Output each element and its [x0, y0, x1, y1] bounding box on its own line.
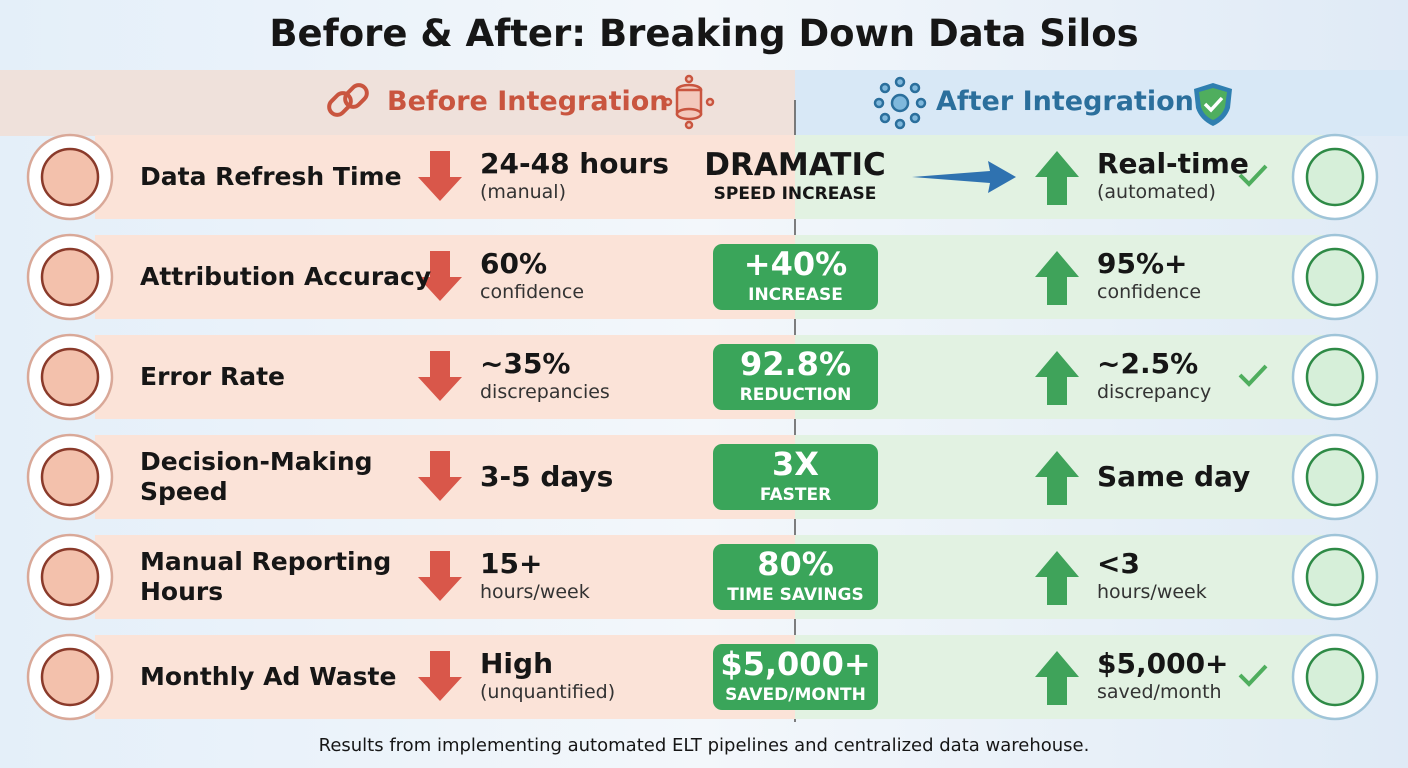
before-value: ~35%	[480, 347, 571, 380]
change-box	[713, 344, 878, 410]
before-value: High	[480, 647, 554, 680]
check-mark	[1238, 164, 1268, 187]
after-value: Same day	[1097, 460, 1251, 493]
down-arrow	[418, 251, 462, 301]
change-box	[713, 244, 878, 310]
before-note: hours/week	[480, 581, 590, 603]
down-arrow	[418, 651, 462, 701]
after-icon-inner	[1305, 347, 1365, 407]
before-header-band	[0, 70, 795, 136]
before-value: 60%	[480, 247, 548, 280]
before-value: 24-48 hours	[480, 147, 669, 180]
before-value: 3-5 days	[480, 460, 614, 493]
before-icon-inner	[40, 547, 100, 607]
before-icon-inner	[40, 447, 100, 507]
up-arrow	[1035, 651, 1079, 705]
down-arrow	[418, 451, 462, 501]
after-value: 95%+	[1097, 247, 1188, 280]
metric-name: Monthly Ad Waste	[140, 662, 397, 691]
after-note: confidence	[1097, 281, 1202, 303]
before-icon-inner	[40, 647, 100, 707]
speed-arrow	[912, 161, 1016, 193]
change-value: $5,000+	[720, 645, 871, 683]
before-value: 15+	[480, 547, 543, 580]
before-note: (unquantified)	[480, 681, 616, 703]
metric-name: Decision-Making	[140, 447, 373, 476]
change-note: TIME SAVINGS	[727, 585, 864, 605]
before-icon-inner	[40, 347, 100, 407]
change-value: 80%	[757, 545, 834, 583]
metric-name: Data Refresh Time	[140, 162, 402, 191]
before-icon-inner	[40, 247, 100, 307]
change-value: +40%	[743, 245, 848, 283]
network-icon	[873, 76, 927, 130]
after-icon-inner	[1305, 147, 1365, 207]
metric-name: Hours	[140, 577, 224, 606]
after-note: hours/week	[1097, 581, 1207, 603]
check-mark	[1238, 364, 1268, 387]
after-icon-inner	[1305, 647, 1365, 707]
database-icon	[663, 74, 715, 130]
change-box	[713, 644, 878, 710]
change-value: 3X	[772, 445, 819, 483]
down-arrow	[418, 151, 462, 201]
after-note: discrepancy	[1097, 381, 1212, 403]
change-box	[713, 544, 878, 610]
before-icon-inner	[40, 147, 100, 207]
change-note: SPEED INCREASE	[713, 184, 877, 204]
after-note: (automated)	[1097, 181, 1216, 203]
metric-name: Manual Reporting	[140, 547, 392, 576]
before-note: confidence	[480, 281, 585, 303]
change-note: REDUCTION	[739, 385, 852, 405]
up-arrow	[1035, 251, 1079, 305]
up-arrow	[1035, 351, 1079, 405]
change-value: 92.8%	[739, 345, 851, 383]
up-arrow	[1035, 551, 1079, 605]
before-note: (manual)	[480, 181, 566, 203]
check-mark	[1238, 664, 1268, 687]
metric-name: Error Rate	[140, 362, 285, 391]
change-value: DRAMATIC	[704, 147, 886, 183]
down-arrow	[418, 351, 462, 401]
change-box	[713, 444, 878, 510]
change-note: SAVED/MONTH	[725, 685, 866, 705]
after-icon-inner	[1305, 247, 1365, 307]
after-icon-inner	[1305, 447, 1365, 507]
before-note: discrepancies	[480, 381, 610, 403]
change-note: FASTER	[759, 485, 832, 505]
chain-icon	[327, 83, 369, 117]
after-value: ~2.5%	[1097, 347, 1199, 380]
before-header: Before Integration	[387, 86, 669, 117]
after-icon-inner	[1305, 547, 1365, 607]
change-note: INCREASE	[748, 285, 843, 305]
metric-name: Speed	[140, 477, 228, 506]
up-arrow	[1035, 151, 1079, 205]
down-arrow	[418, 551, 462, 601]
shield-icon	[1194, 83, 1232, 126]
after-value: Real-time	[1097, 147, 1249, 180]
metric-name: Attribution Accuracy	[140, 262, 432, 291]
after-value: <3	[1097, 547, 1140, 580]
footer: Results from implementing automated ELT …	[318, 735, 1090, 756]
after-header: After Integration	[936, 86, 1194, 117]
title: Before & After: Breaking Down Data Silos	[269, 12, 1139, 55]
after-value: $5,000+	[1097, 647, 1229, 680]
after-note: saved/month	[1097, 681, 1222, 703]
up-arrow	[1035, 451, 1079, 505]
